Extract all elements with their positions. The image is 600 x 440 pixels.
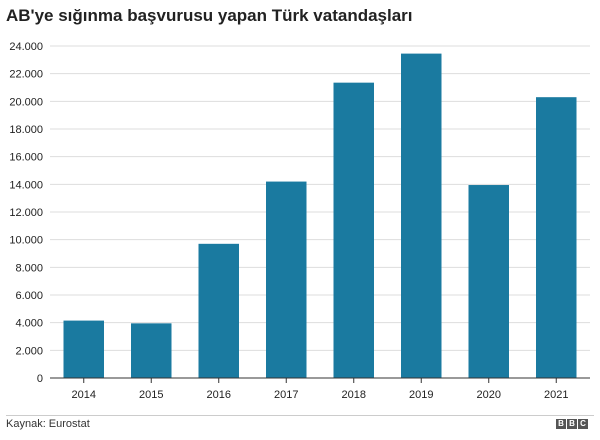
x-tick-label: 2014 [72,389,96,401]
bar [401,53,442,378]
y-tick-label: 16.000 [9,152,43,164]
bbc-logo: B B C [556,419,588,429]
logo-letter: C [578,419,588,429]
bar [536,97,577,378]
x-tick-label: 2018 [342,389,366,401]
y-tick-label: 0 [37,373,43,385]
chart-title: AB'ye sığınma başvurusu yapan Türk vatan… [6,6,413,25]
bar-chart: 0 2.000 4.000 6.000 8.000 10.000 12.000 14.000 1… [9,41,590,401]
y-tick-label: 24.000 [9,41,43,53]
y-tick-label: 8.000 [15,262,43,274]
y-tick-label: 14.000 [9,179,43,191]
y-tick-label: 20.000 [9,96,43,108]
bar [63,320,104,378]
logo-letter: B [556,419,566,429]
source-label: Kaynak: Eurostat [6,418,90,430]
x-tick-label: 2016 [207,389,231,401]
x-tick-label: 2019 [409,389,433,401]
bar [266,181,307,378]
y-tick-label: 12.000 [9,207,43,219]
y-tick-label: 2.000 [15,345,43,357]
y-tick-label: 18.000 [9,124,43,136]
y-tick-label: 10.000 [9,235,43,247]
footer-divider [6,415,594,416]
bar [333,82,374,379]
bar [131,323,172,378]
x-tick-label: 2017 [274,389,298,401]
y-tick-label: 22.000 [9,69,43,81]
x-tick-label: 2021 [544,389,568,401]
x-tick-label: 2015 [139,389,163,401]
y-tick-label: 4.000 [15,318,43,330]
x-tick-label: 2020 [477,389,501,401]
bar [198,243,239,378]
bar [468,185,509,378]
logo-letter: B [567,419,577,429]
y-tick-label: 6.000 [15,290,43,302]
